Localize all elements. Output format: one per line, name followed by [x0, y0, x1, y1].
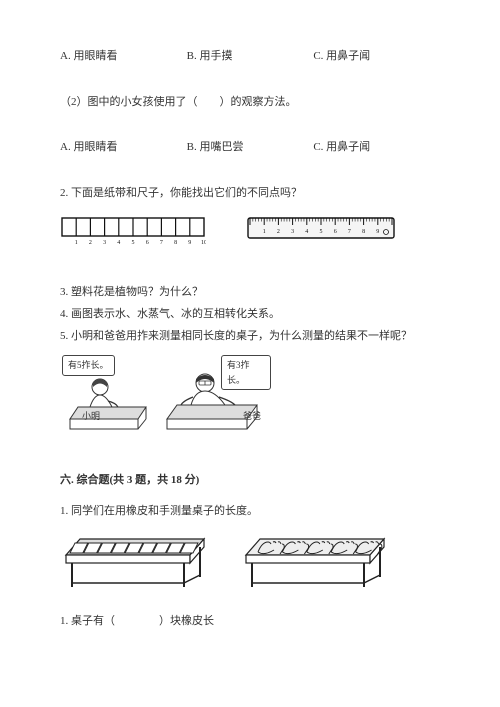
svg-text:4: 4 — [305, 229, 308, 235]
svg-text:9: 9 — [376, 229, 379, 235]
svg-text:4: 4 — [117, 240, 120, 246]
svg-text:6: 6 — [146, 240, 149, 246]
q2-text: 2. 下面是纸带和尺子，你能找出它们的不同点吗？ — [60, 185, 440, 203]
q5-text: 5. 小明和爸爸用拃来测量相同长度的桌子，为什么测量的结果不一样呢？ — [60, 328, 440, 346]
svg-text:1: 1 — [263, 229, 266, 235]
q1p2-option-a[interactable]: A. 用眼睛看 — [60, 139, 187, 157]
svg-text:6: 6 — [334, 229, 337, 235]
section6-title: 六. 综合题(共 3 题，共 18 分) — [60, 472, 440, 490]
boy-speech-bubble: 有5拃长。 — [62, 355, 115, 375]
q6-1-fill: 1. 桌子有（ ）块橡皮长 — [60, 613, 440, 631]
q1p1-option-a[interactable]: A. 用眼睛看 — [60, 48, 187, 66]
paper-tape-figure: 1 2 3 4 5 6 7 8 9 10 — [60, 216, 206, 252]
q1-part2-options: A. 用眼睛看 B. 用嘴巴尝 C. 用鼻子闻 — [60, 139, 440, 157]
span-measure-scene: 有5拃长。 小明 有3拃长。 爸爸 — [60, 357, 440, 444]
tables-compare-row — [60, 531, 440, 593]
svg-text:7: 7 — [160, 240, 163, 246]
q1p1-option-b[interactable]: B. 用手摸 — [187, 48, 314, 66]
q4-text: 4. 画图表示水、水蒸气、冰的互相转化关系。 — [60, 306, 440, 324]
svg-text:8: 8 — [362, 229, 365, 235]
table-hand-figure — [240, 531, 390, 593]
q1p2-option-c[interactable]: C. 用鼻子闻 — [313, 139, 440, 157]
q1-part2-stem: （2）图中的小女孩使用了（ ）的观察方法。 — [60, 94, 440, 112]
svg-text:9: 9 — [188, 240, 191, 246]
ruler-compare-row: 1 2 3 4 5 6 7 8 9 10 1 2 3 4 5 6 7 8 9 — [60, 216, 440, 252]
svg-text:8: 8 — [174, 240, 177, 246]
svg-text:2: 2 — [277, 229, 280, 235]
boy-name-label: 小明 — [82, 409, 100, 423]
svg-text:3: 3 — [291, 229, 294, 235]
svg-text:10: 10 — [201, 240, 206, 246]
svg-text:5: 5 — [320, 229, 323, 235]
svg-text:2: 2 — [89, 240, 92, 246]
section6-q1: 1. 同学们在用橡皮和手测量桌子的长度。 — [60, 503, 440, 521]
svg-text:1: 1 — [75, 240, 78, 246]
table-eraser-figure — [60, 531, 210, 593]
dad-speech-bubble: 有3拃长。 — [221, 355, 271, 390]
dad-name-label: 爸爸 — [243, 409, 261, 423]
ruler-figure: 1 2 3 4 5 6 7 8 9 — [246, 216, 396, 246]
svg-text:3: 3 — [103, 240, 106, 246]
q3-text: 3. 塑料花是植物吗？为什么？ — [60, 284, 440, 302]
q1-part1-options: A. 用眼睛看 B. 用手摸 C. 用鼻子闻 — [60, 48, 440, 66]
q1p2-option-b[interactable]: B. 用嘴巴尝 — [187, 139, 314, 157]
svg-text:5: 5 — [132, 240, 135, 246]
q1p1-option-c[interactable]: C. 用鼻子闻 — [313, 48, 440, 66]
svg-text:7: 7 — [348, 229, 351, 235]
